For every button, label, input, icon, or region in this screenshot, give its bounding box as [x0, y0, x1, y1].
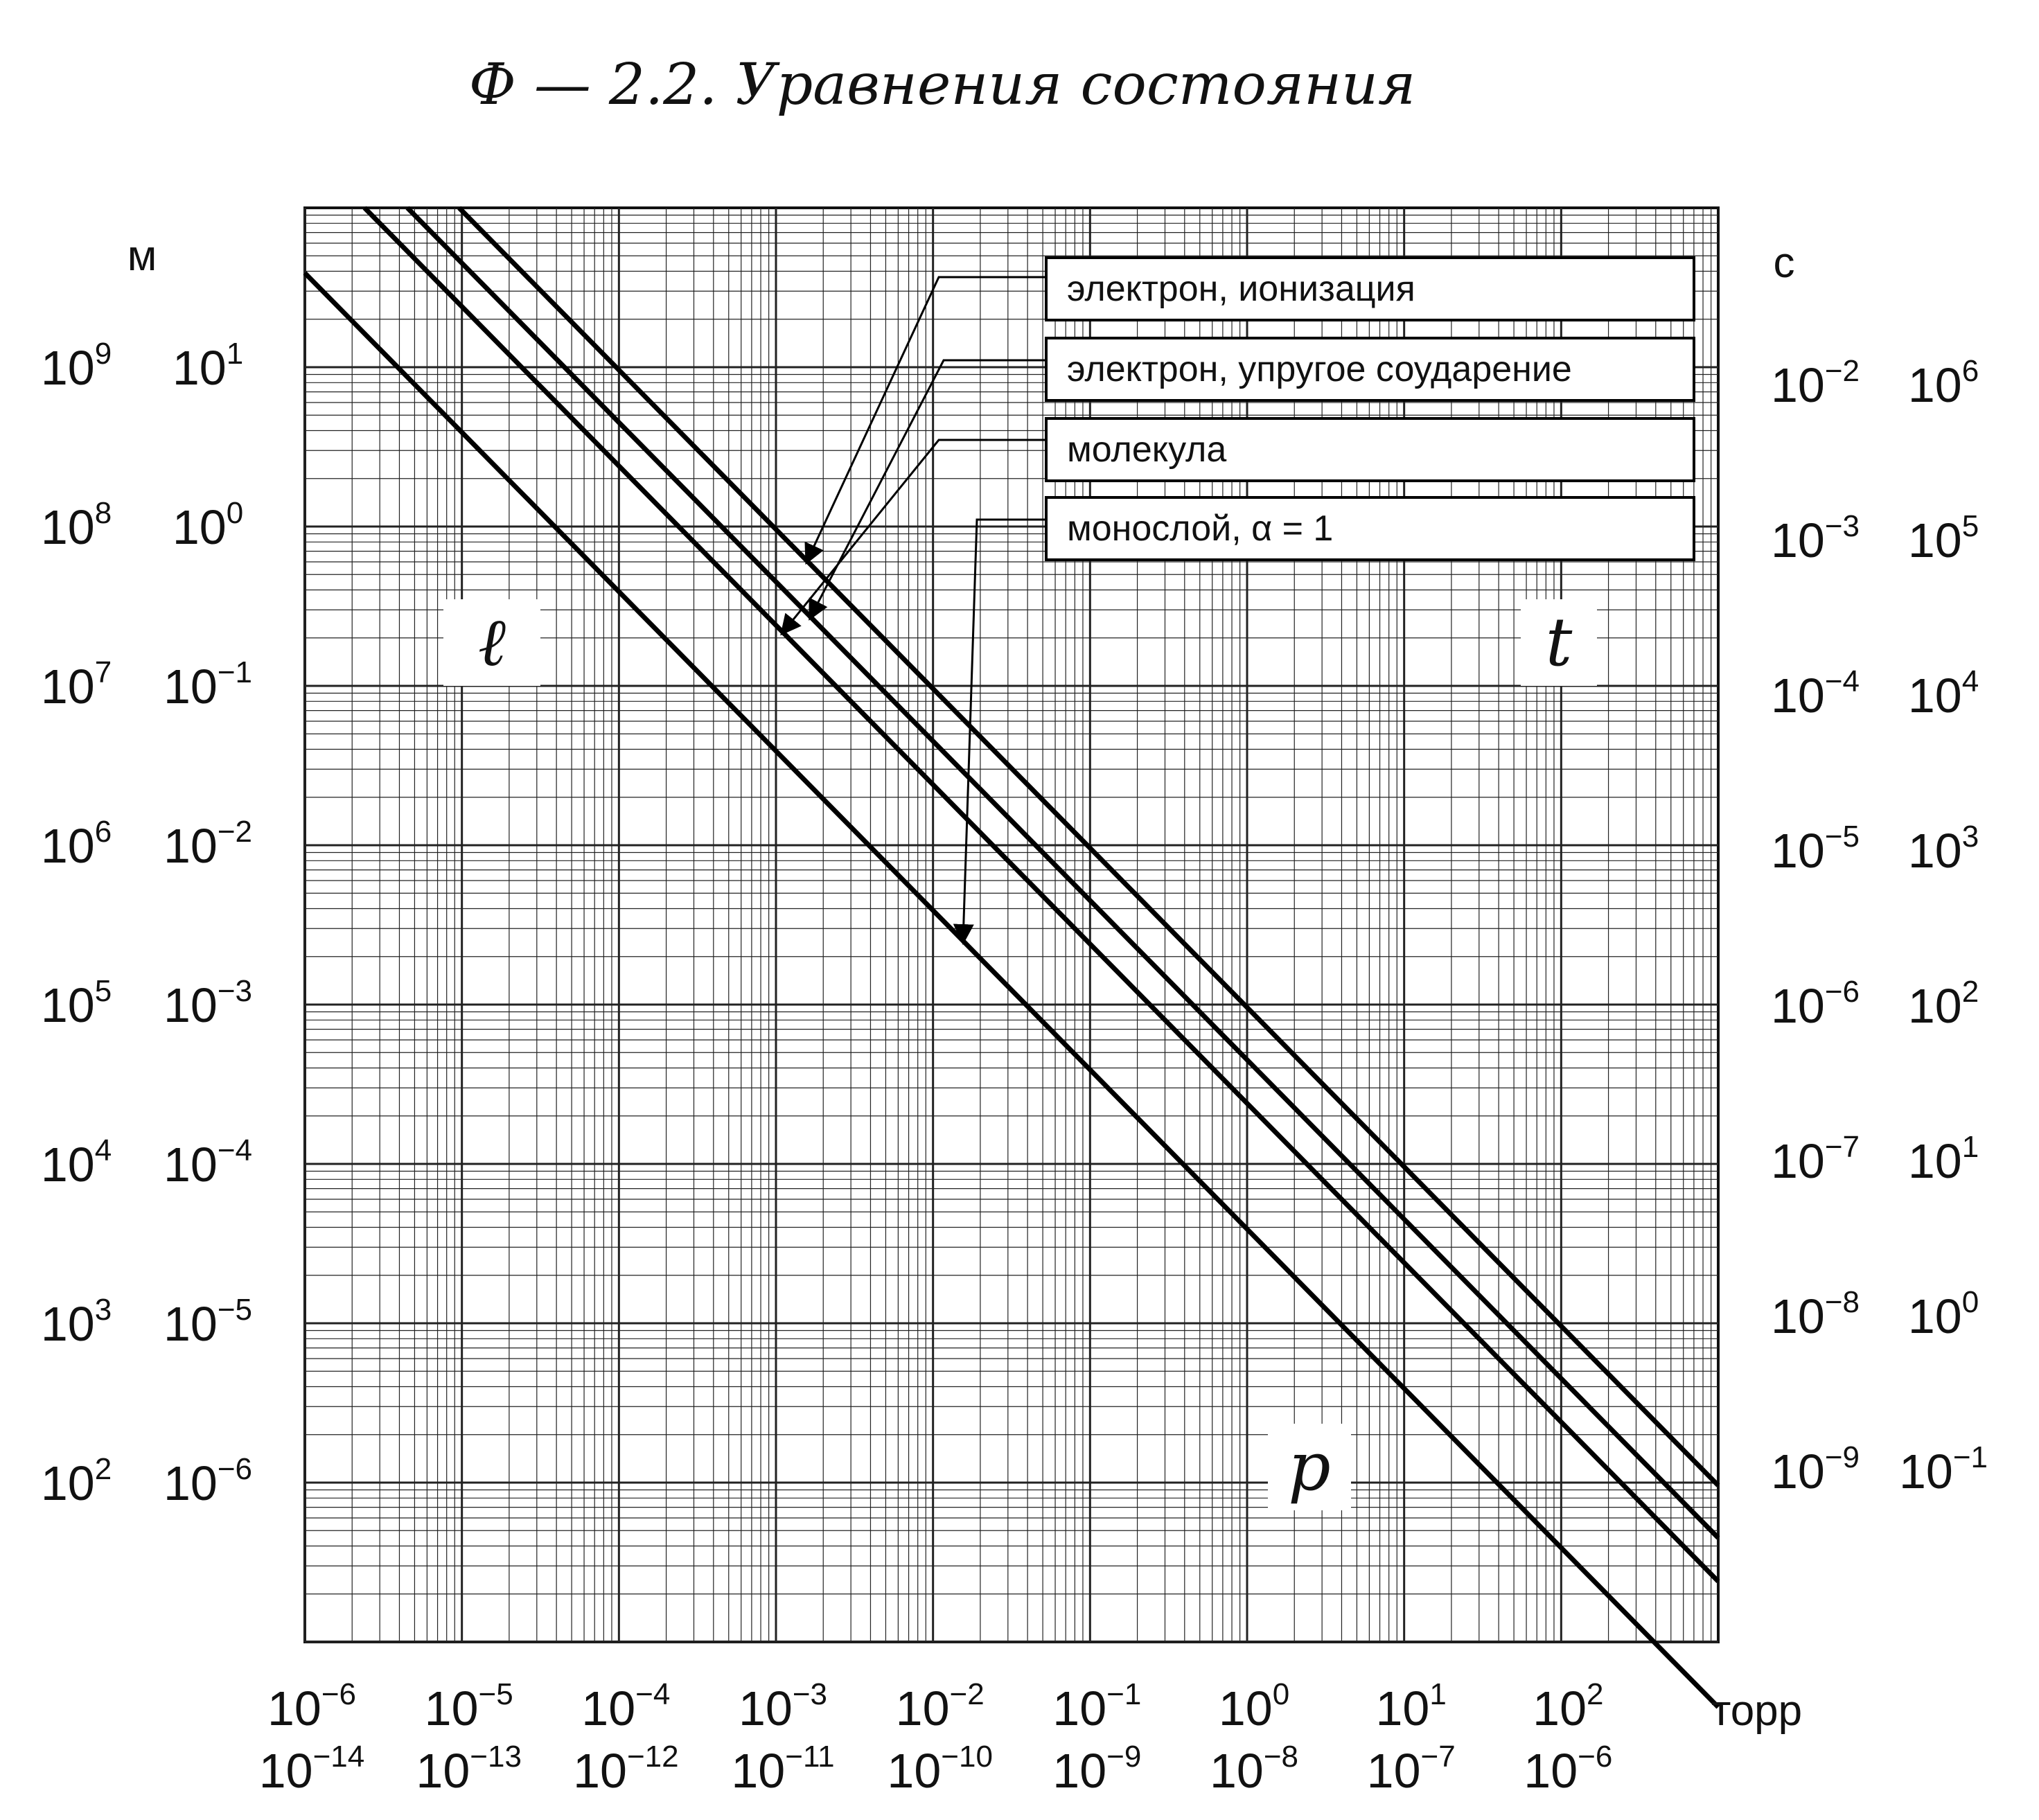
axis-tick-labels: 10−610−1410−510−1310−410−1210−310−1110−2…	[41, 232, 1988, 1798]
legend-arrow	[809, 359, 1046, 621]
x-tick-label-secondary: 10−12	[573, 1740, 679, 1798]
time-variable-label: t	[1521, 599, 1597, 686]
legend-box	[1045, 496, 1695, 561]
legend-item: монослой, α = 1	[1045, 496, 1695, 561]
legend-box	[1045, 417, 1695, 482]
y-right-tick-label: 10−3	[1771, 509, 1860, 567]
y-right-tick-label-secondary: 10−1	[1899, 1440, 1988, 1499]
legend-box	[1045, 337, 1695, 402]
y-left-tick-label-secondary: 10−1	[164, 655, 252, 714]
y-right-tick-label: 10−6	[1771, 975, 1860, 1033]
y-left-tick-label-secondary: 10−4	[164, 1133, 252, 1192]
y-left-tick-label: 109	[41, 337, 112, 395]
y-right-tick-label-secondary: 104	[1908, 664, 1979, 723]
variable-labels: ℓ t p	[443, 599, 1597, 1510]
x-tick-label-secondary: 10−9	[1052, 1740, 1141, 1798]
y-left-tick-label: 104	[41, 1133, 112, 1192]
y-right-tick-label-secondary: 102	[1908, 975, 1979, 1033]
y-left-tick-label: 107	[41, 655, 112, 714]
y-right-tick-label: 10−5	[1771, 820, 1860, 878]
y-right-tick-label-secondary: 106	[1908, 354, 1979, 412]
legend: электрон, ионизация электрон, упругое соу…	[1045, 256, 1695, 561]
y-left-tick-label-secondary: 100	[173, 496, 243, 554]
x-tick-label-secondary: 10−14	[259, 1740, 365, 1798]
legend-label: электрон, ионизация	[1067, 269, 1415, 309]
legend-label: монослой, α = 1	[1067, 509, 1333, 549]
legend-arrow	[804, 276, 1046, 565]
x-tick-label-secondary: 10−6	[1524, 1740, 1612, 1798]
legend-box	[1045, 256, 1695, 321]
x-tick-label: 100	[1219, 1677, 1289, 1735]
y-right-tick-label: 10−9	[1771, 1440, 1860, 1499]
legend-arrow	[953, 518, 1046, 946]
legend-label: электрон, упругое соударение	[1067, 349, 1572, 389]
y-left-tick-label-secondary: 101	[173, 337, 243, 395]
x-tick-label-secondary: 10−11	[731, 1740, 834, 1798]
y-left-tick-label-secondary: 10−3	[164, 974, 252, 1032]
y-right-tick-label-secondary: 105	[1908, 509, 1979, 567]
x-tick-label: 102	[1533, 1677, 1603, 1735]
legend-arrow	[780, 439, 1046, 636]
x-unit-label: торр	[1711, 1687, 1802, 1735]
y-left-tick-label: 103	[41, 1293, 112, 1351]
x-tick-label: 10−5	[425, 1677, 513, 1735]
pressure-variable-label: p	[1268, 1424, 1351, 1510]
y-right-unit-label: с	[1774, 239, 1795, 287]
legend-item: электрон, ионизация	[1045, 256, 1695, 321]
y-right-tick-label: 10−8	[1771, 1285, 1860, 1343]
x-tick-label-secondary: 10−10	[887, 1740, 993, 1798]
y-left-tick-label-secondary: 10−5	[164, 1293, 252, 1351]
y-left-unit-label: м	[127, 232, 157, 280]
legend-item: электрон, упругое соударение	[1045, 337, 1695, 402]
series-line-2	[362, 206, 1720, 1584]
y-right-tick-label-secondary: 103	[1908, 820, 1979, 878]
grid	[303, 208, 1718, 1643]
y-left-tick-label-secondary: 10−6	[164, 1452, 252, 1510]
y-left-tick-label: 105	[41, 974, 112, 1032]
legend-arrows	[780, 276, 1046, 946]
chart-title: Ф — 2.2. Уравнения состояния	[469, 52, 1416, 118]
x-tick-label: 10−2	[896, 1677, 985, 1735]
legend-item: молекула	[1045, 417, 1695, 482]
x-tick-label: 10−3	[739, 1677, 827, 1735]
y-left-tick-label: 102	[41, 1452, 112, 1510]
x-tick-label: 10−1	[1052, 1677, 1141, 1735]
y-right-tick-label-secondary: 100	[1908, 1285, 1979, 1343]
series-line-1	[405, 206, 1720, 1540]
y-left-tick-label: 108	[41, 496, 112, 554]
series-line-3	[303, 271, 1720, 1709]
y-left-tick-label: 106	[41, 815, 112, 873]
legend-label: молекула	[1067, 430, 1226, 470]
variable-label-text: t	[1546, 603, 1573, 681]
x-tick-label: 101	[1375, 1677, 1446, 1735]
x-tick-label-secondary: 10−7	[1367, 1740, 1456, 1798]
x-tick-label: 10−4	[581, 1677, 670, 1735]
x-tick-label: 10−6	[267, 1677, 356, 1735]
variable-label-text: ℓ	[478, 603, 506, 681]
y-left-tick-label-secondary: 10−2	[164, 815, 252, 873]
variable-label-text: p	[1288, 1428, 1330, 1505]
length-variable-label: ℓ	[443, 599, 540, 686]
x-tick-label-secondary: 10−13	[416, 1740, 522, 1798]
y-right-tick-label: 10−4	[1771, 664, 1860, 723]
x-tick-label-secondary: 10−8	[1210, 1740, 1298, 1798]
y-right-tick-label: 10−7	[1771, 1130, 1860, 1188]
series-line-0	[457, 206, 1720, 1487]
series-lines	[303, 206, 1720, 1709]
y-right-tick-label: 10−2	[1771, 354, 1860, 412]
y-right-tick-label-secondary: 101	[1908, 1130, 1979, 1188]
